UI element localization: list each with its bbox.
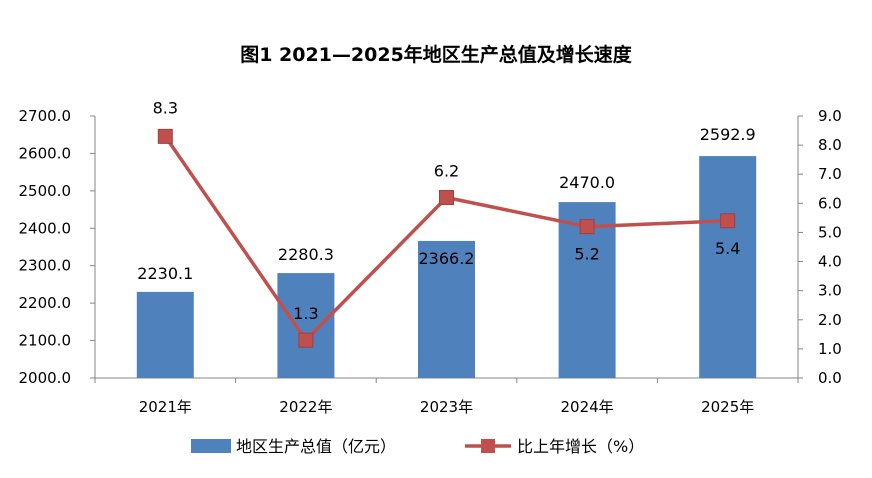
line-marker xyxy=(157,128,173,144)
data-labels: 2230.1 2280.3 2366.2 2470.0 2592.9 8.3 1.3 6.2 5… xyxy=(137,98,755,323)
right-tick-label: 7.0 xyxy=(818,165,842,183)
bar xyxy=(418,240,475,378)
left-tick-label: 2500.0 xyxy=(19,182,72,200)
axes: 2000.0 2100.0 2200.0 2300.0 2400.0 2500.0 2600… xyxy=(19,107,842,416)
line-marker xyxy=(579,219,595,235)
x-tick-label: 2022年 xyxy=(279,398,332,416)
right-tick-label: 5.0 xyxy=(818,223,842,241)
left-tick-label: 2100.0 xyxy=(19,332,72,350)
right-tick-label: 2.0 xyxy=(818,311,842,329)
x-tick-label: 2024年 xyxy=(561,398,614,416)
bar-value-label: 2366.2 xyxy=(419,249,475,268)
legend-line-marker xyxy=(481,439,495,453)
right-tick-label: 3.0 xyxy=(818,282,842,300)
line-value-label: 5.2 xyxy=(574,245,599,264)
line-value-label: 1.3 xyxy=(293,304,318,323)
right-tick-label: 9.0 xyxy=(818,107,842,125)
bar xyxy=(699,156,757,378)
x-tick-label: 2025年 xyxy=(701,398,754,416)
line-marker xyxy=(439,190,454,206)
chart-title: 图1 2021—2025年地区生产总值及增长速度 xyxy=(240,44,632,66)
legend-line-label: 比上年增长（%） xyxy=(517,437,644,456)
left-tick-label: 2400.0 xyxy=(19,219,72,237)
left-tick-label: 2200.0 xyxy=(19,294,72,312)
left-tick-label: 2300.0 xyxy=(19,257,72,275)
line-marker xyxy=(298,332,314,348)
right-tick-label: 0.0 xyxy=(818,369,842,387)
line-value-label: 6.2 xyxy=(434,162,459,181)
bar-value-label: 2280.3 xyxy=(278,245,334,264)
x-tick-label: 2021年 xyxy=(139,398,192,416)
bar-value-label: 2230.1 xyxy=(137,264,193,283)
right-tick-label: 8.0 xyxy=(818,136,842,154)
right-tick-label: 1.0 xyxy=(818,340,842,358)
line-series xyxy=(157,128,736,348)
right-tick-label: 6.0 xyxy=(818,194,842,212)
left-tick-label: 2600.0 xyxy=(19,144,72,162)
legend-bar-label: 地区生产总值（亿元） xyxy=(236,437,396,456)
left-tick-label: 2700.0 xyxy=(19,107,72,125)
line-value-label: 8.3 xyxy=(153,98,178,117)
legend-bar-swatch xyxy=(191,439,231,453)
x-tick-label: 2023年 xyxy=(420,398,473,416)
legend: 地区生产总值（亿元） 比上年增长（%） xyxy=(191,437,644,456)
bar-value-label: 2592.9 xyxy=(700,125,756,144)
right-tick-label: 4.0 xyxy=(818,253,842,271)
line-marker xyxy=(720,213,736,229)
line-value-label: 5.4 xyxy=(715,239,740,258)
bar xyxy=(136,291,194,378)
left-tick-label: 2000.0 xyxy=(19,369,72,387)
bar xyxy=(277,273,335,378)
bar-value-label: 2470.0 xyxy=(559,173,615,192)
